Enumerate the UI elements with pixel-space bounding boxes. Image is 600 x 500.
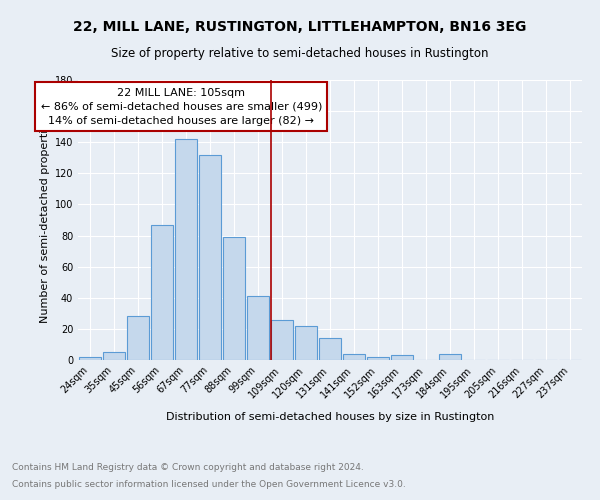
Bar	[127, 316, 149, 360]
Y-axis label: Number of semi-detached properties: Number of semi-detached properties	[40, 117, 50, 323]
Bar	[103, 352, 125, 360]
Text: Contains HM Land Registry data © Crown copyright and database right 2024.: Contains HM Land Registry data © Crown c…	[12, 462, 364, 471]
Bar	[247, 296, 269, 360]
Bar	[271, 320, 293, 360]
Text: Contains public sector information licensed under the Open Government Licence v3: Contains public sector information licen…	[12, 480, 406, 489]
Text: 22 MILL LANE: 105sqm
← 86% of semi-detached houses are smaller (499)
14% of semi: 22 MILL LANE: 105sqm ← 86% of semi-detac…	[41, 88, 322, 126]
Text: 22, MILL LANE, RUSTINGTON, LITTLEHAMPTON, BN16 3EG: 22, MILL LANE, RUSTINGTON, LITTLEHAMPTON…	[73, 20, 527, 34]
Bar	[439, 354, 461, 360]
Text: Distribution of semi-detached houses by size in Rustington: Distribution of semi-detached houses by …	[166, 412, 494, 422]
Bar	[199, 154, 221, 360]
Bar	[367, 357, 389, 360]
Bar	[391, 356, 413, 360]
Bar	[295, 326, 317, 360]
Bar	[151, 224, 173, 360]
Bar	[175, 139, 197, 360]
Text: Size of property relative to semi-detached houses in Rustington: Size of property relative to semi-detach…	[111, 48, 489, 60]
Bar	[79, 357, 101, 360]
Bar	[343, 354, 365, 360]
Bar	[319, 338, 341, 360]
Bar	[223, 237, 245, 360]
